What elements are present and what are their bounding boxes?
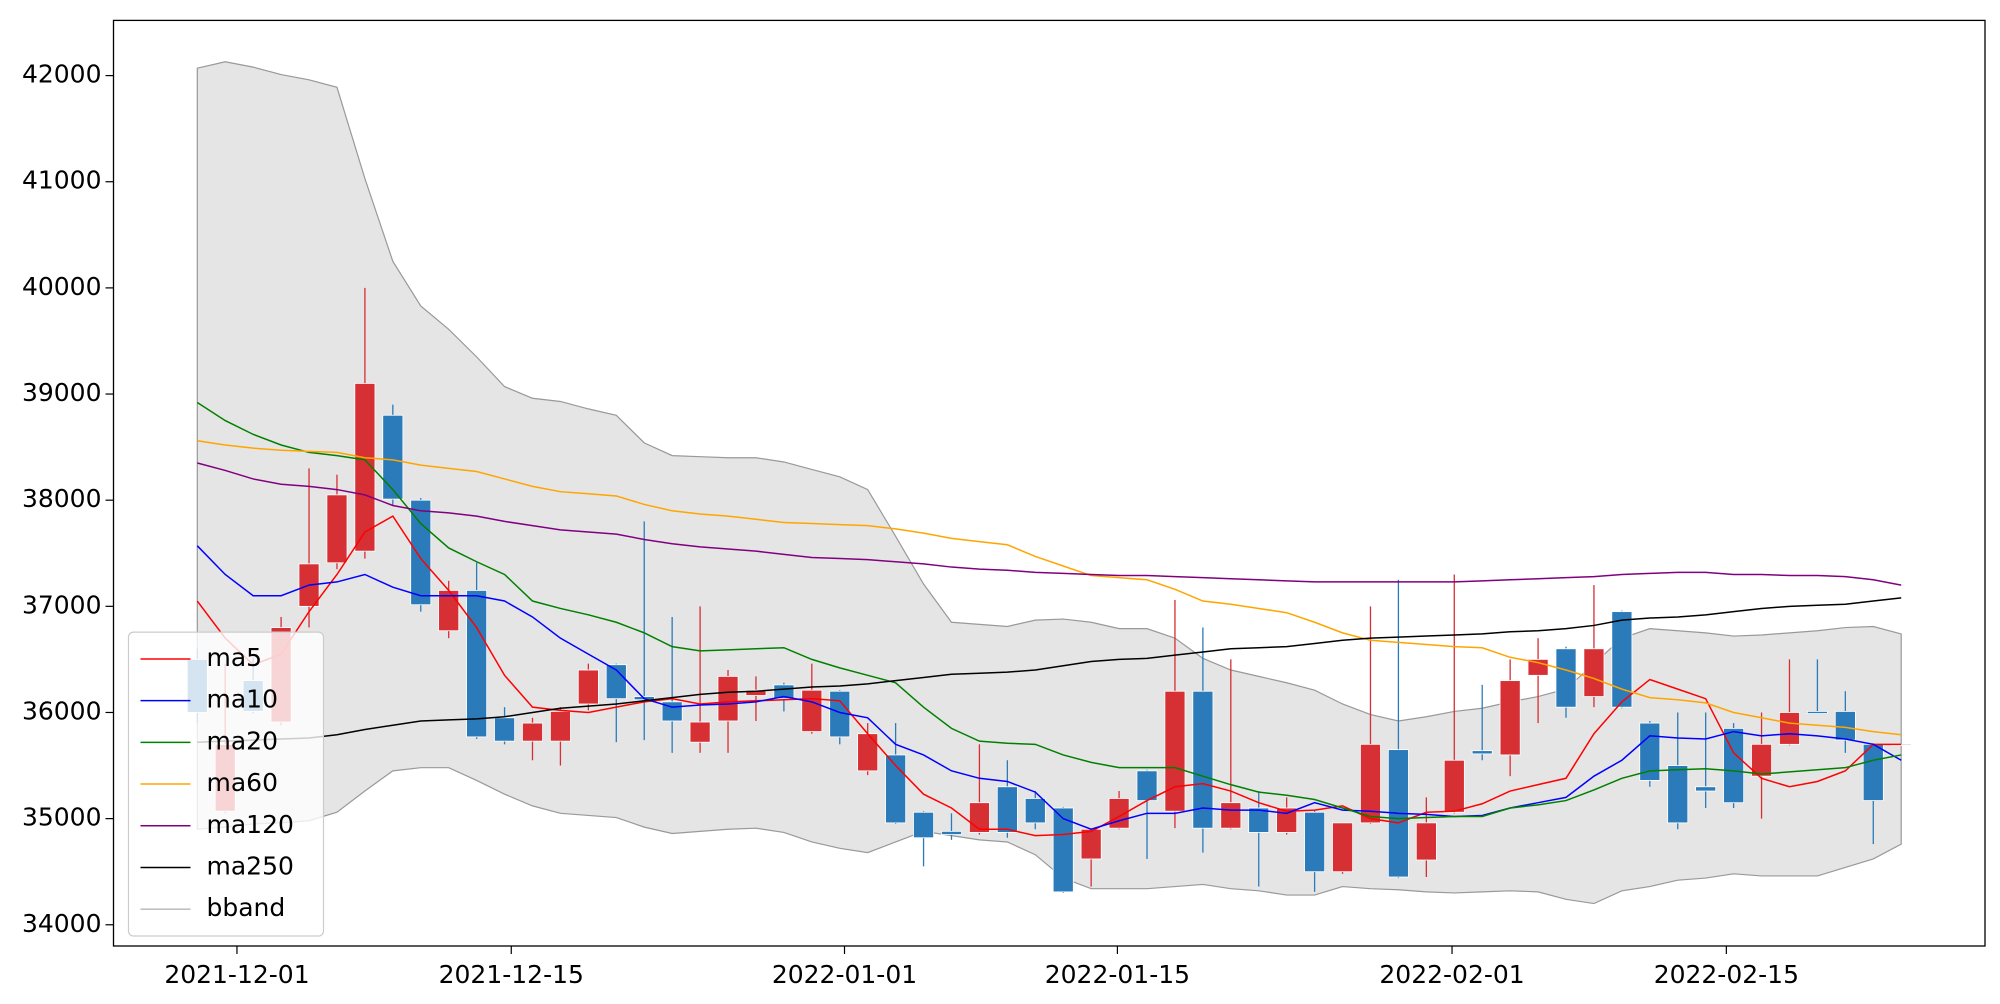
y-tick-label: 36000 [22, 696, 102, 725]
legend-label: ma120 [207, 810, 294, 839]
candle-body [382, 414, 404, 500]
candle-body [1834, 711, 1856, 741]
legend-box [127, 631, 325, 937]
ma-line [197, 597, 1902, 743]
candle-body [1639, 722, 1661, 781]
candle-body [1136, 770, 1158, 801]
y-tick-label: 41000 [22, 166, 102, 195]
candle-body [968, 802, 990, 833]
legend-label: bband [207, 893, 286, 922]
candle-body [1192, 690, 1214, 829]
legend-label: ma20 [207, 726, 278, 755]
candle-body [1360, 743, 1381, 824]
y-tick-label: 35000 [22, 803, 102, 832]
candle-body [494, 717, 516, 742]
candle-body [1862, 743, 1884, 801]
y-tick-label: 39000 [22, 378, 102, 407]
y-tick-label: 40000 [22, 272, 102, 301]
x-tick-label: 2021-12-15 [439, 960, 584, 989]
candle-body [941, 830, 962, 835]
candle-body [1667, 765, 1689, 824]
candle-body [913, 811, 935, 839]
candle-body [1220, 802, 1242, 829]
y-tick-label: 38000 [22, 484, 102, 513]
candle-body [1052, 807, 1074, 893]
y-tick-label: 37000 [22, 590, 102, 619]
plot-frame [112, 19, 1986, 947]
candle-body [1583, 648, 1605, 697]
candle-body [1080, 828, 1102, 860]
candle-body [577, 669, 599, 705]
candle-body [1024, 798, 1046, 824]
candle-body [1555, 648, 1577, 708]
candle-body [717, 675, 739, 722]
candle-body [1806, 711, 1828, 714]
ma-line [196, 401, 1902, 820]
candle-body [885, 754, 907, 824]
candle-body [1695, 786, 1717, 792]
candle-body [522, 722, 543, 742]
candle-body [745, 689, 767, 696]
candle-body [1108, 798, 1130, 829]
x-tick-label: 2021-12-01 [164, 960, 309, 989]
candle-body [857, 733, 879, 772]
candle-body [1471, 750, 1493, 755]
y-tick-label: 34000 [22, 909, 102, 938]
candle-body [996, 786, 1018, 833]
candle-body [410, 499, 432, 606]
candle-body [1751, 743, 1772, 777]
candle-body [1304, 811, 1326, 873]
ma-line [197, 462, 1902, 586]
candle-body [605, 664, 627, 700]
x-tick-label: 2022-01-15 [1045, 960, 1190, 989]
candle-body [1443, 759, 1465, 813]
candle-body [1499, 680, 1521, 756]
candle-body [689, 721, 711, 743]
candle-body [1779, 712, 1800, 745]
candle-body [1276, 807, 1298, 833]
candle-body [1415, 822, 1437, 861]
candle-body [326, 494, 348, 564]
candle-body [1332, 822, 1354, 873]
x-tick-label: 2022-02-01 [1379, 960, 1524, 989]
candle-body [354, 383, 376, 552]
legend-label: ma60 [207, 768, 278, 797]
ma-line [197, 439, 1902, 736]
ma-line [196, 545, 1902, 831]
legend-label: ma250 [207, 851, 294, 880]
y-tick-label: 42000 [22, 60, 102, 89]
candle-body [1723, 727, 1745, 804]
ma-line [196, 515, 1902, 837]
x-tick-label: 2022-02-15 [1654, 960, 1799, 989]
legend-label: ma5 [207, 643, 263, 672]
candle-body [466, 590, 488, 738]
legend: ma5 ma10 ma20 ma60 ma120 ma250 bband [127, 631, 325, 937]
x-tick-label: 2022-01-01 [772, 960, 917, 989]
candle-body [549, 711, 571, 742]
candle-body [1248, 807, 1270, 833]
legend-label: ma10 [207, 685, 278, 714]
candle-body [1164, 690, 1186, 812]
candle-body [1611, 611, 1633, 708]
candle-body [801, 689, 823, 732]
